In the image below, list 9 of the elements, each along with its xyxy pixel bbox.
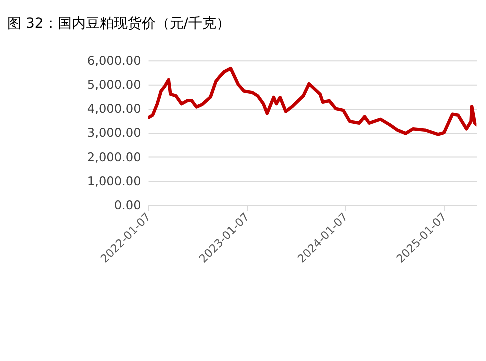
y-tick-label: 5,000.00: [87, 78, 142, 92]
y-tick-label: 6,000.00: [87, 54, 142, 68]
y-tick-label: 3,000.00: [87, 126, 142, 140]
y-tick-label: 2,000.00: [87, 150, 142, 164]
line-series: [148, 66, 477, 136]
chart-title: 图 32：国内豆粕现货价（元/千克）: [8, 16, 231, 32]
y-tick-label: 1,000.00: [87, 174, 142, 188]
y-tick-label: 4,000.00: [87, 102, 142, 116]
y-tick-label: 0.00: [114, 198, 142, 212]
